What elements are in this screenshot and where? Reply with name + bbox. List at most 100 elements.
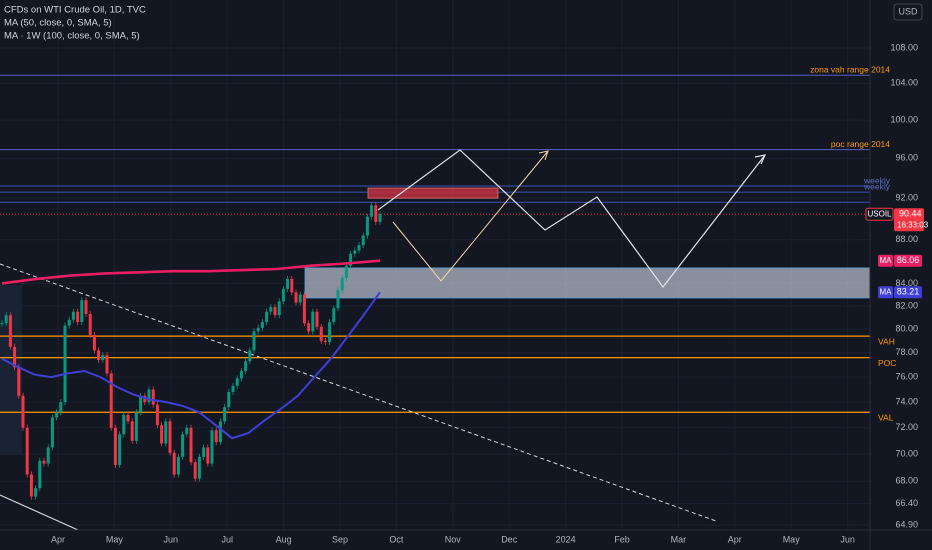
candle xyxy=(55,412,59,418)
level-label: POC xyxy=(878,358,896,368)
candle xyxy=(307,323,311,332)
candle xyxy=(319,326,323,341)
candle xyxy=(357,245,361,251)
candle xyxy=(118,434,122,465)
candle xyxy=(151,389,155,405)
y-tick-label: 68.00 xyxy=(895,476,918,486)
candle xyxy=(336,290,340,309)
candle xyxy=(139,395,143,413)
candle xyxy=(365,216,369,236)
candle xyxy=(34,488,38,497)
y-tick-label: 100.00 xyxy=(890,114,918,124)
candle xyxy=(38,460,42,489)
candle xyxy=(92,334,96,351)
candle xyxy=(269,307,273,312)
candle xyxy=(281,288,285,302)
candle xyxy=(206,447,210,464)
y-tick-label: 88.00 xyxy=(895,234,918,244)
candle xyxy=(298,294,302,303)
x-tick-label: May xyxy=(783,534,801,544)
candle xyxy=(378,214,382,222)
level-label: zona vah range 2014 xyxy=(810,65,890,75)
candle xyxy=(248,350,252,362)
ma-badge-label: MA xyxy=(880,256,893,265)
ma-line xyxy=(1,291,381,440)
candle xyxy=(63,325,67,403)
candle xyxy=(176,456,180,475)
y-tick-label: 66.40 xyxy=(895,498,918,508)
candle xyxy=(189,427,193,463)
candle xyxy=(227,392,231,408)
candle xyxy=(46,447,50,464)
last-price: 90.44 xyxy=(899,209,922,219)
candle xyxy=(239,370,243,379)
candle xyxy=(223,407,227,422)
x-tick-label: 2024 xyxy=(556,534,576,544)
candle xyxy=(214,430,218,443)
x-tick-label: Feb xyxy=(614,534,630,544)
candle xyxy=(126,414,130,422)
candle xyxy=(130,421,134,441)
trendline xyxy=(0,263,717,522)
candle xyxy=(328,322,332,343)
candles xyxy=(0,202,382,500)
candle xyxy=(71,311,75,320)
y-tick-label: 108.00 xyxy=(890,42,918,52)
legend-entry: MA · 1W (100, close, 0, SMA, 5) xyxy=(4,31,140,42)
candle xyxy=(8,315,12,347)
ma-value: 83.21 xyxy=(897,287,920,297)
ma-line xyxy=(1,259,381,285)
candle xyxy=(4,315,8,324)
ma-badge-label: MA xyxy=(880,287,893,296)
candle xyxy=(197,456,201,479)
x-tick-label: Jun xyxy=(840,534,855,544)
candle xyxy=(302,294,306,324)
currency-box[interactable] xyxy=(893,3,923,21)
y-tick-label: 80.00 xyxy=(895,323,918,333)
candle xyxy=(42,460,46,464)
candle xyxy=(340,277,344,291)
candle xyxy=(193,462,197,479)
y-tick-label: 92.00 xyxy=(895,193,918,203)
candle xyxy=(311,311,315,332)
symbol: USOIL xyxy=(867,209,892,218)
level-label: weekly xyxy=(863,175,891,185)
y-tick-label: 104.00 xyxy=(890,78,918,88)
y-tick-label: 74.00 xyxy=(895,396,918,406)
x-tick-label: Mar xyxy=(671,534,687,544)
candle xyxy=(244,361,248,371)
level-label: weekly xyxy=(863,181,891,191)
price-badge xyxy=(894,208,924,232)
candle xyxy=(88,313,92,335)
candle xyxy=(172,452,176,475)
y-tick-label: 84.00 xyxy=(895,278,918,288)
candle xyxy=(122,414,126,435)
candle xyxy=(181,434,185,457)
x-tick-label: Aug xyxy=(276,534,292,544)
candle xyxy=(76,311,80,323)
zone xyxy=(367,187,499,199)
candle xyxy=(185,427,189,435)
x-tick-label: Jun xyxy=(164,534,179,544)
candle xyxy=(210,430,214,464)
zones xyxy=(304,187,871,299)
candle xyxy=(265,311,269,323)
x-tick-label: Apr xyxy=(51,534,65,544)
candle xyxy=(160,425,164,444)
candle xyxy=(13,346,17,368)
trendline xyxy=(0,494,79,531)
x-tick-label: May xyxy=(106,534,124,544)
candle xyxy=(97,350,101,361)
candle xyxy=(0,323,4,325)
x-tick-label: Dec xyxy=(501,534,518,544)
candle xyxy=(164,421,168,444)
candle xyxy=(323,340,327,343)
ma-value: 86.06 xyxy=(897,255,920,265)
candle xyxy=(349,253,353,266)
candle xyxy=(290,278,294,293)
level-label: poc range 2014 xyxy=(831,139,890,149)
candle xyxy=(113,427,117,465)
candle xyxy=(25,427,29,475)
